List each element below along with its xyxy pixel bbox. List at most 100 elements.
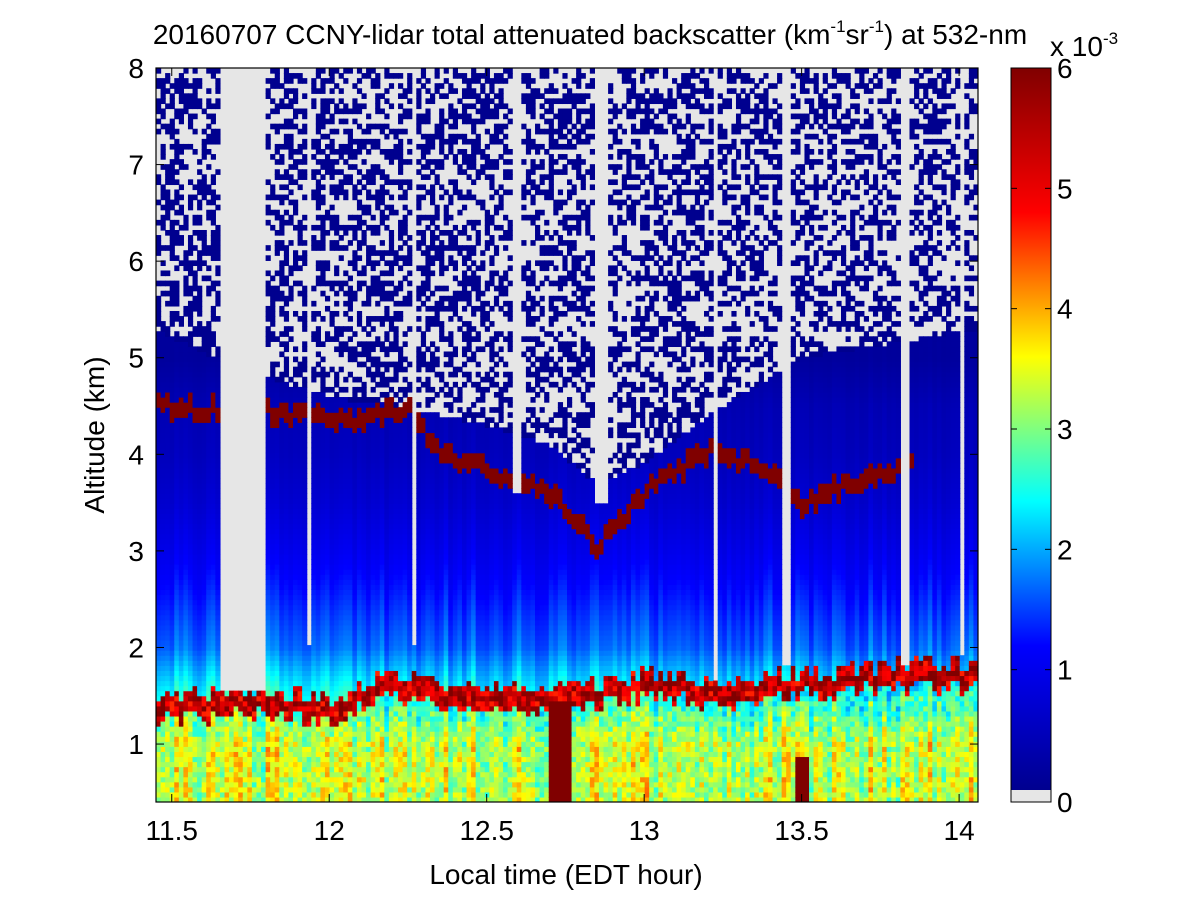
heatmap-cell	[306, 690, 312, 697]
heatmap-cell	[388, 447, 395, 454]
heatmap-cell	[293, 731, 299, 737]
heatmap-cell	[379, 726, 385, 732]
heatmap-cell	[256, 796, 262, 802]
heatmap-cell	[274, 741, 280, 747]
heatmap-cell	[165, 371, 171, 378]
heatmap-cell	[384, 366, 390, 373]
heatmap-cell	[169, 437, 175, 444]
heatmap-cell	[210, 280, 216, 287]
heatmap-cell	[302, 447, 308, 454]
heatmap-cell	[233, 776, 239, 783]
heatmap-cell	[197, 629, 203, 636]
heatmap-cell	[233, 721, 239, 727]
heatmap-cell	[320, 366, 326, 373]
heatmap-cell	[356, 351, 363, 358]
heatmap-cell	[242, 771, 248, 778]
heatmap-cell	[169, 629, 175, 636]
heatmap-cell	[192, 523, 198, 530]
heatmap-cell	[329, 629, 335, 636]
heatmap-cell	[187, 584, 194, 590]
heatmap-cell	[201, 670, 207, 677]
heatmap-cell	[201, 609, 207, 616]
heatmap-cell	[265, 594, 271, 601]
heatmap-cell	[265, 766, 271, 773]
heatmap-cell	[361, 685, 367, 692]
heatmap-cell	[206, 331, 212, 337]
heatmap-cell	[274, 503, 280, 509]
heatmap-cell	[338, 467, 344, 474]
heatmap-cell	[338, 235, 344, 241]
heatmap-cell	[197, 478, 203, 484]
heatmap-cell	[293, 624, 299, 631]
heatmap-cell	[311, 629, 317, 636]
heatmap-cell	[370, 417, 376, 423]
heatmap-cell	[347, 660, 353, 666]
heatmap-cell	[192, 731, 198, 737]
heatmap-cell	[169, 609, 175, 616]
heatmap-cell	[324, 427, 331, 434]
heatmap-cell	[334, 245, 340, 251]
heatmap-cell	[270, 569, 276, 575]
heatmap-cell	[279, 533, 285, 540]
heatmap-cell	[338, 402, 344, 408]
heatmap-cell	[393, 346, 399, 353]
heatmap-cell	[398, 761, 404, 768]
heatmap-cell	[178, 756, 184, 763]
heatmap-cell	[283, 619, 290, 626]
heatmap-cell	[356, 715, 363, 722]
heatmap-cell	[370, 609, 376, 616]
heatmap-cell	[201, 376, 207, 383]
heatmap-cell	[201, 796, 207, 802]
heatmap-cell	[388, 731, 395, 737]
heatmap-cell	[274, 650, 280, 656]
heatmap-cell	[297, 143, 303, 150]
heatmap-cell	[270, 599, 276, 606]
heatmap-cell	[393, 503, 399, 509]
heatmap-cell	[311, 523, 317, 530]
heatmap-cell	[174, 341, 180, 348]
heatmap-cell	[366, 417, 372, 423]
heatmap-cell	[334, 457, 340, 464]
heatmap-cell	[379, 538, 385, 545]
heatmap-cell	[215, 194, 221, 201]
heatmap-cell	[311, 640, 317, 646]
heatmap-cell	[261, 736, 267, 742]
heatmap-cell	[169, 650, 175, 656]
heatmap-cell	[187, 447, 194, 454]
heatmap-cell	[274, 629, 280, 636]
heatmap-cell	[379, 346, 385, 353]
heatmap-cell	[156, 68, 162, 74]
heatmap-cell	[174, 148, 180, 155]
heatmap-cell	[178, 164, 184, 170]
heatmap-cell	[187, 660, 194, 666]
heatmap-cell	[293, 559, 299, 565]
heatmap-cell	[356, 619, 363, 626]
heatmap-cell	[288, 214, 294, 221]
heatmap-cell	[324, 432, 331, 439]
heatmap-cell	[302, 483, 308, 489]
heatmap-cell	[274, 589, 280, 596]
heatmap-cell	[329, 488, 335, 494]
heatmap-cell	[384, 508, 390, 515]
heatmap-cell	[343, 108, 349, 115]
heatmap-cell	[370, 619, 376, 626]
heatmap-cell	[274, 548, 280, 555]
heatmap-cell	[288, 326, 294, 332]
heatmap-cell	[187, 300, 194, 307]
heatmap-cell	[210, 316, 216, 322]
heatmap-cell	[311, 771, 317, 778]
heatmap-cell	[169, 660, 175, 666]
heatmap-cell	[206, 412, 212, 418]
heatmap-cell	[375, 316, 381, 322]
heatmap-cell	[274, 250, 280, 256]
heatmap-cell	[366, 574, 372, 580]
heatmap-cell	[288, 493, 294, 499]
heatmap-cell	[329, 614, 335, 621]
heatmap-cell	[293, 88, 299, 94]
heatmap-cell	[210, 761, 216, 768]
heatmap-cell	[165, 498, 171, 504]
heatmap-cell	[324, 103, 331, 110]
heatmap-cell	[192, 376, 198, 383]
heatmap-cell	[270, 781, 276, 788]
heatmap-cell	[160, 766, 166, 773]
